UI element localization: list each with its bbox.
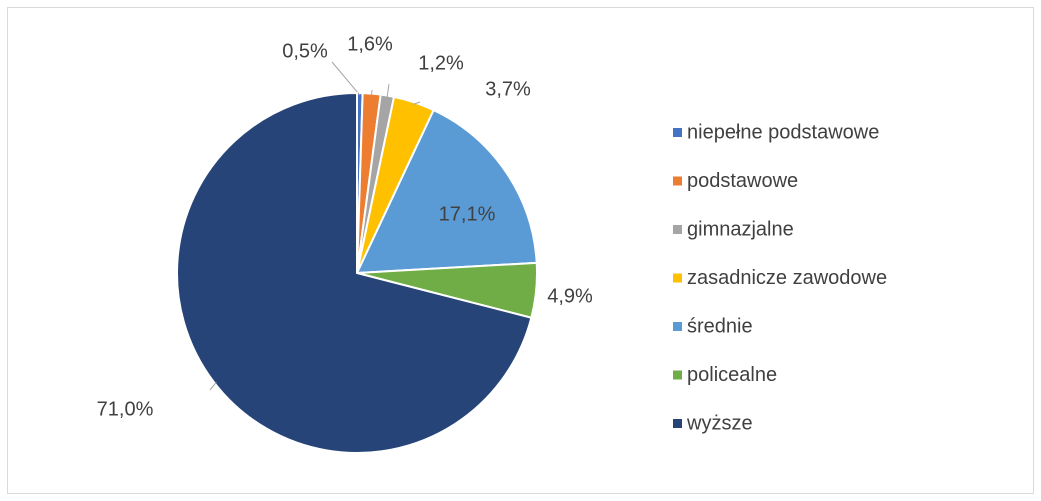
data-label: 0,5% [282, 40, 328, 62]
legend-label: zasadnicze zawodowe [687, 267, 887, 289]
legend-label: wyższe [686, 412, 753, 434]
legend-swatch [673, 176, 682, 186]
legend-swatch [673, 225, 682, 234]
data-label: 3,7% [485, 78, 531, 100]
data-label: 17,1% [439, 203, 496, 225]
legend-label: średnie [687, 315, 753, 337]
legend-label: podstawowe [687, 170, 798, 192]
legend-label: policealne [687, 364, 777, 386]
data-label: 1,6% [347, 33, 393, 55]
leader-line [386, 83, 390, 98]
legend-label: niepełne podstawowe [687, 121, 879, 143]
legend-swatch [673, 128, 682, 137]
legend-swatch [673, 273, 682, 283]
data-label: 1,2% [418, 52, 464, 74]
pie-slice [355, 108, 538, 275]
leader-line [413, 101, 421, 105]
legend-label: gimnazjalne [687, 218, 794, 240]
legend-swatch [673, 419, 682, 428]
data-label: 71,0% [97, 398, 154, 420]
legend-swatch [673, 322, 682, 331]
leader-line [209, 381, 217, 391]
data-label: 4,9% [547, 285, 593, 307]
legend-swatch [673, 370, 682, 380]
leader-line [331, 61, 361, 96]
